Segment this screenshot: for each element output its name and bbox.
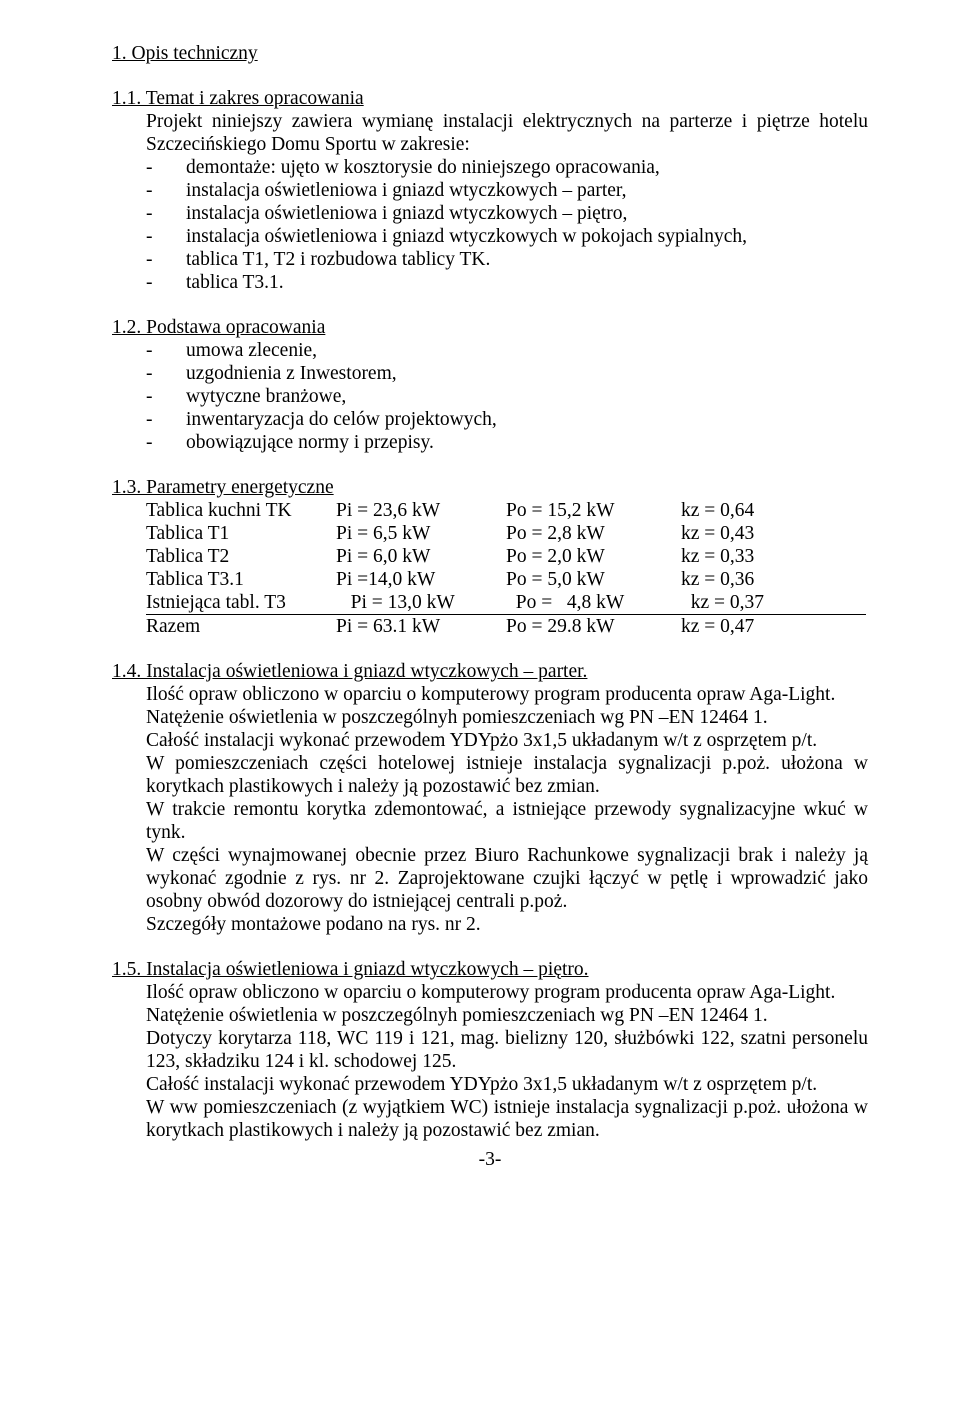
table-row: Tablica T1 Pi = 6,5 kW Po = 2,8 kW kz = …	[146, 522, 868, 545]
section-1-2-list: umowa zlecenie, uzgodnienia z Inwestorem…	[146, 339, 868, 454]
section-1-4-para: W pomieszczeniach części hotelowej istni…	[146, 752, 868, 798]
table-row: Istniejąca tabl. T3 Pi = 13,0 kW Po = 4,…	[146, 591, 868, 614]
col-name: Razem	[146, 615, 336, 638]
col-name: Tablica T1	[146, 522, 336, 545]
col-pi: Pi = 6,5 kW	[336, 522, 506, 545]
section-1-1-title: 1.1. Temat i zakres opracowania	[112, 87, 868, 110]
col-pi: Pi = 6,0 kW	[336, 545, 506, 568]
col-po: Po = 29.8 kW	[506, 615, 681, 638]
section-1-5-para: W ww pomieszczeniach (z wyjątkiem WC) is…	[146, 1096, 868, 1142]
document-page: 1. Opis techniczny 1.1. Temat i zakres o…	[0, 0, 960, 1171]
page-number: -3-	[112, 1148, 868, 1171]
section-1-5-para: Dotyczy korytarza 118, WC 119 i 121, mag…	[146, 1027, 868, 1073]
col-pi: Pi = 63.1 kW	[336, 615, 506, 638]
list-item: uzgodnienia z Inwestorem,	[146, 362, 868, 385]
section-1-5-para: Całość instalacji wykonać przewodem YDYp…	[146, 1073, 868, 1096]
section-1-3-title: 1.3. Parametry energetyczne	[112, 476, 868, 499]
col-pi: Pi =14,0 kW	[336, 568, 506, 591]
list-item: demontaże: ujęto w kosztorysie do niniej…	[146, 156, 868, 179]
section-1-5-para: Natężenie oświetlenia w poszczególnyh po…	[146, 1004, 868, 1027]
col-kz: kz = 0,43	[681, 522, 754, 545]
section-1-1-intro: Projekt niniejszy zawiera wymianę instal…	[146, 110, 868, 156]
section-1-5-title: 1.5. Instalacja oświetleniowa i gniazd w…	[112, 958, 868, 981]
col-pi: Pi = 23,6 kW	[336, 499, 506, 522]
col-po: Po = 4,8 kW	[506, 591, 681, 614]
table-row: Tablica kuchni TK Pi = 23,6 kW Po = 15,2…	[146, 499, 868, 522]
table-row: Tablica T3.1 Pi =14,0 kW Po = 5,0 kW kz …	[146, 568, 868, 591]
col-kz: kz = 0,47	[681, 615, 754, 638]
table-row-sum: Razem Pi = 63.1 kW Po = 29.8 kW kz = 0,4…	[146, 615, 868, 638]
list-item: inwentaryzacja do celów projektowych,	[146, 408, 868, 431]
section-1-4-para: W części wynajmowanej obecnie przez Biur…	[146, 844, 868, 913]
col-name: Tablica T3.1	[146, 568, 336, 591]
col-po: Po = 15,2 kW	[506, 499, 681, 522]
list-item: instalacja oświetleniowa i gniazd wtyczk…	[146, 202, 868, 225]
section-1-4-para: Całość instalacji wykonać przewodem YDYp…	[146, 729, 868, 752]
section-1-4-title: 1.4. Instalacja oświetleniowa i gniazd w…	[112, 660, 868, 683]
section-1-2-title: 1.2. Podstawa opracowania	[112, 316, 868, 339]
col-pi: Pi = 13,0 kW	[336, 591, 506, 614]
list-item: instalacja oświetleniowa i gniazd wtyczk…	[146, 179, 868, 202]
list-item: umowa zlecenie,	[146, 339, 868, 362]
table-row: Tablica T2 Pi = 6,0 kW Po = 2,0 kW kz = …	[146, 545, 868, 568]
col-kz: kz = 0,36	[681, 568, 754, 591]
section-1-1-list: demontaże: ujęto w kosztorysie do niniej…	[146, 156, 868, 294]
list-item: tablica T1, T2 i rozbudowa tablicy TK.	[146, 248, 868, 271]
list-item: obowiązujące normy i przepisy.	[146, 431, 868, 454]
col-name: Tablica T2	[146, 545, 336, 568]
list-item: wytyczne branżowe,	[146, 385, 868, 408]
energy-table: Tablica kuchni TK Pi = 23,6 kW Po = 15,2…	[112, 499, 868, 638]
section-1-5-para: Ilość opraw obliczono w oparciu o komput…	[146, 981, 868, 1004]
col-kz: kz = 0,33	[681, 545, 754, 568]
main-heading: 1. Opis techniczny	[112, 42, 868, 65]
col-name: Tablica kuchni TK	[146, 499, 336, 522]
list-item: instalacja oświetleniowa i gniazd wtyczk…	[146, 225, 868, 248]
col-kz: kz = 0,37	[681, 591, 764, 614]
list-item: tablica T3.1.	[146, 271, 868, 294]
col-po: Po = 2,0 kW	[506, 545, 681, 568]
section-1-4-para: W trakcie remontu korytka zdemontować, a…	[146, 798, 868, 844]
col-kz: kz = 0,64	[681, 499, 754, 522]
col-po: Po = 2,8 kW	[506, 522, 681, 545]
section-1-4-para: Szczegóły montażowe podano na rys. nr 2.	[146, 913, 868, 936]
col-po: Po = 5,0 kW	[506, 568, 681, 591]
section-1-4-para: Natężenie oświetlenia w poszczególnyh po…	[146, 706, 868, 729]
section-1-4-para: Ilość opraw obliczono w oparciu o komput…	[146, 683, 868, 706]
col-name: Istniejąca tabl. T3	[146, 591, 336, 614]
